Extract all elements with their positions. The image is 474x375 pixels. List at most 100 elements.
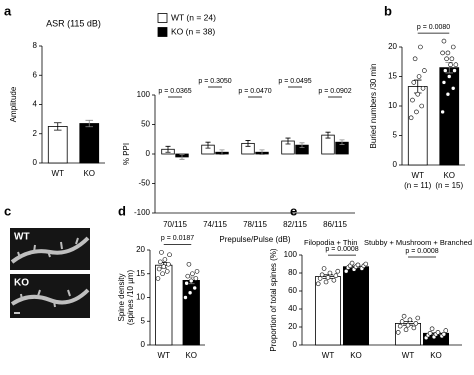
data-point [429, 326, 435, 332]
y-tick-label: 15 [136, 269, 145, 278]
y-tick-label: -50 [138, 179, 150, 188]
y-tick-label: 0 [393, 160, 398, 169]
y-tick-label: 20 [136, 245, 145, 254]
p-value: p = 0.0365 [158, 88, 191, 95]
data-point [415, 91, 421, 97]
data-point [185, 273, 191, 279]
data-point [408, 115, 414, 121]
y-tick-label: 5 [141, 316, 146, 325]
x-tick-label: 74/115 [203, 220, 227, 229]
y-axis-label: Spine density [117, 273, 126, 321]
error-bar [179, 154, 185, 160]
data-point [157, 259, 163, 265]
data-point [435, 330, 441, 335]
data-point [192, 285, 198, 291]
p-value: p = 0.0470 [238, 88, 271, 95]
data-point [321, 266, 327, 271]
data-point [155, 276, 161, 281]
x-tick-label: 78/115 [243, 220, 267, 229]
data-point [444, 56, 449, 62]
x-tick-label: WT [402, 351, 415, 360]
p-value: p = 0.3050 [198, 78, 231, 85]
y-tick-label: 20 [288, 322, 297, 331]
error-bar [53, 122, 62, 131]
group-label: Stubby + Mushroom + Branched [364, 238, 472, 247]
y-tick-label: 0 [293, 340, 298, 349]
y-tick-label: 60 [288, 286, 297, 295]
error-bar [245, 140, 251, 147]
data-point [160, 271, 165, 277]
legend-label: WT (n = 24) [171, 12, 216, 22]
error-bar [259, 149, 265, 155]
data-point [315, 281, 321, 287]
y-tick-label: 100 [137, 90, 151, 99]
x-tick-label: 82/115 [283, 220, 307, 229]
data-point [399, 319, 405, 324]
data-point [411, 325, 417, 331]
data-point [317, 276, 323, 281]
y-tick-label: -100 [134, 208, 151, 217]
y-tick-label: 5 [393, 131, 398, 140]
data-point [450, 86, 456, 91]
data-point [420, 86, 426, 91]
y-axis-label: Amplitude [9, 86, 18, 122]
x-tick-label: WT [158, 351, 171, 360]
y-tick-label: 6 [33, 70, 38, 79]
data-point [194, 269, 200, 274]
data-point [162, 257, 168, 262]
legend-label: KO (n = 38) [171, 26, 215, 36]
p-value: p = 0.0495 [278, 78, 311, 85]
data-point [415, 315, 421, 321]
y-axis-label: Proportion of total spines (%) [269, 248, 278, 351]
data-point [443, 328, 449, 333]
x-tick-label: KO [350, 351, 362, 360]
y-tick-label: 100 [284, 250, 298, 259]
x-tick-label: KO [430, 351, 442, 360]
data-point [166, 261, 171, 267]
data-point [333, 273, 339, 279]
data-point [397, 323, 403, 329]
data-point [441, 331, 447, 337]
data-point [355, 262, 361, 268]
p-value: p = 0.0008 [325, 246, 358, 253]
data-point [159, 250, 164, 255]
error-bar [165, 145, 171, 153]
data-point [156, 266, 162, 272]
error-bar [85, 119, 94, 128]
x-tick-label: WT [52, 169, 65, 178]
data-point [440, 109, 445, 115]
data-point [167, 252, 172, 258]
p-value: p = 0.0008 [405, 248, 438, 255]
y-tick-label: 15 [388, 72, 397, 81]
x-tick-label: WT [322, 351, 335, 360]
data-point [331, 277, 337, 283]
y-tick-label: 0 [33, 158, 38, 167]
x-tick-label: 86/115 [323, 220, 347, 229]
data-point [445, 50, 451, 56]
bar [342, 266, 369, 346]
y-tick-label: 40 [288, 304, 297, 313]
x-tick-label: KO [83, 169, 95, 178]
data-point [186, 261, 192, 267]
data-point [323, 279, 329, 285]
y-tick-label: 0 [146, 149, 151, 158]
y-axis-label: Buried numbers /30 min [369, 64, 378, 149]
data-point [441, 38, 447, 44]
data-point [319, 272, 325, 278]
data-point [405, 322, 411, 328]
data-point [325, 275, 331, 280]
x-tick-note: (n = 11) [404, 181, 432, 190]
y-tick-label: 50 [141, 120, 150, 129]
legend-swatch [157, 27, 168, 37]
panel-label: e [290, 203, 297, 218]
x-tick-label: WT [412, 171, 425, 180]
data-point [453, 62, 459, 67]
error-bar [325, 131, 331, 139]
panel-label: d [118, 203, 126, 218]
data-point [448, 62, 453, 67]
data-point [419, 103, 425, 109]
error-bar [299, 142, 305, 148]
chart-title: ASR (115 dB) [46, 18, 101, 28]
data-point [422, 68, 427, 73]
data-point [407, 317, 413, 323]
